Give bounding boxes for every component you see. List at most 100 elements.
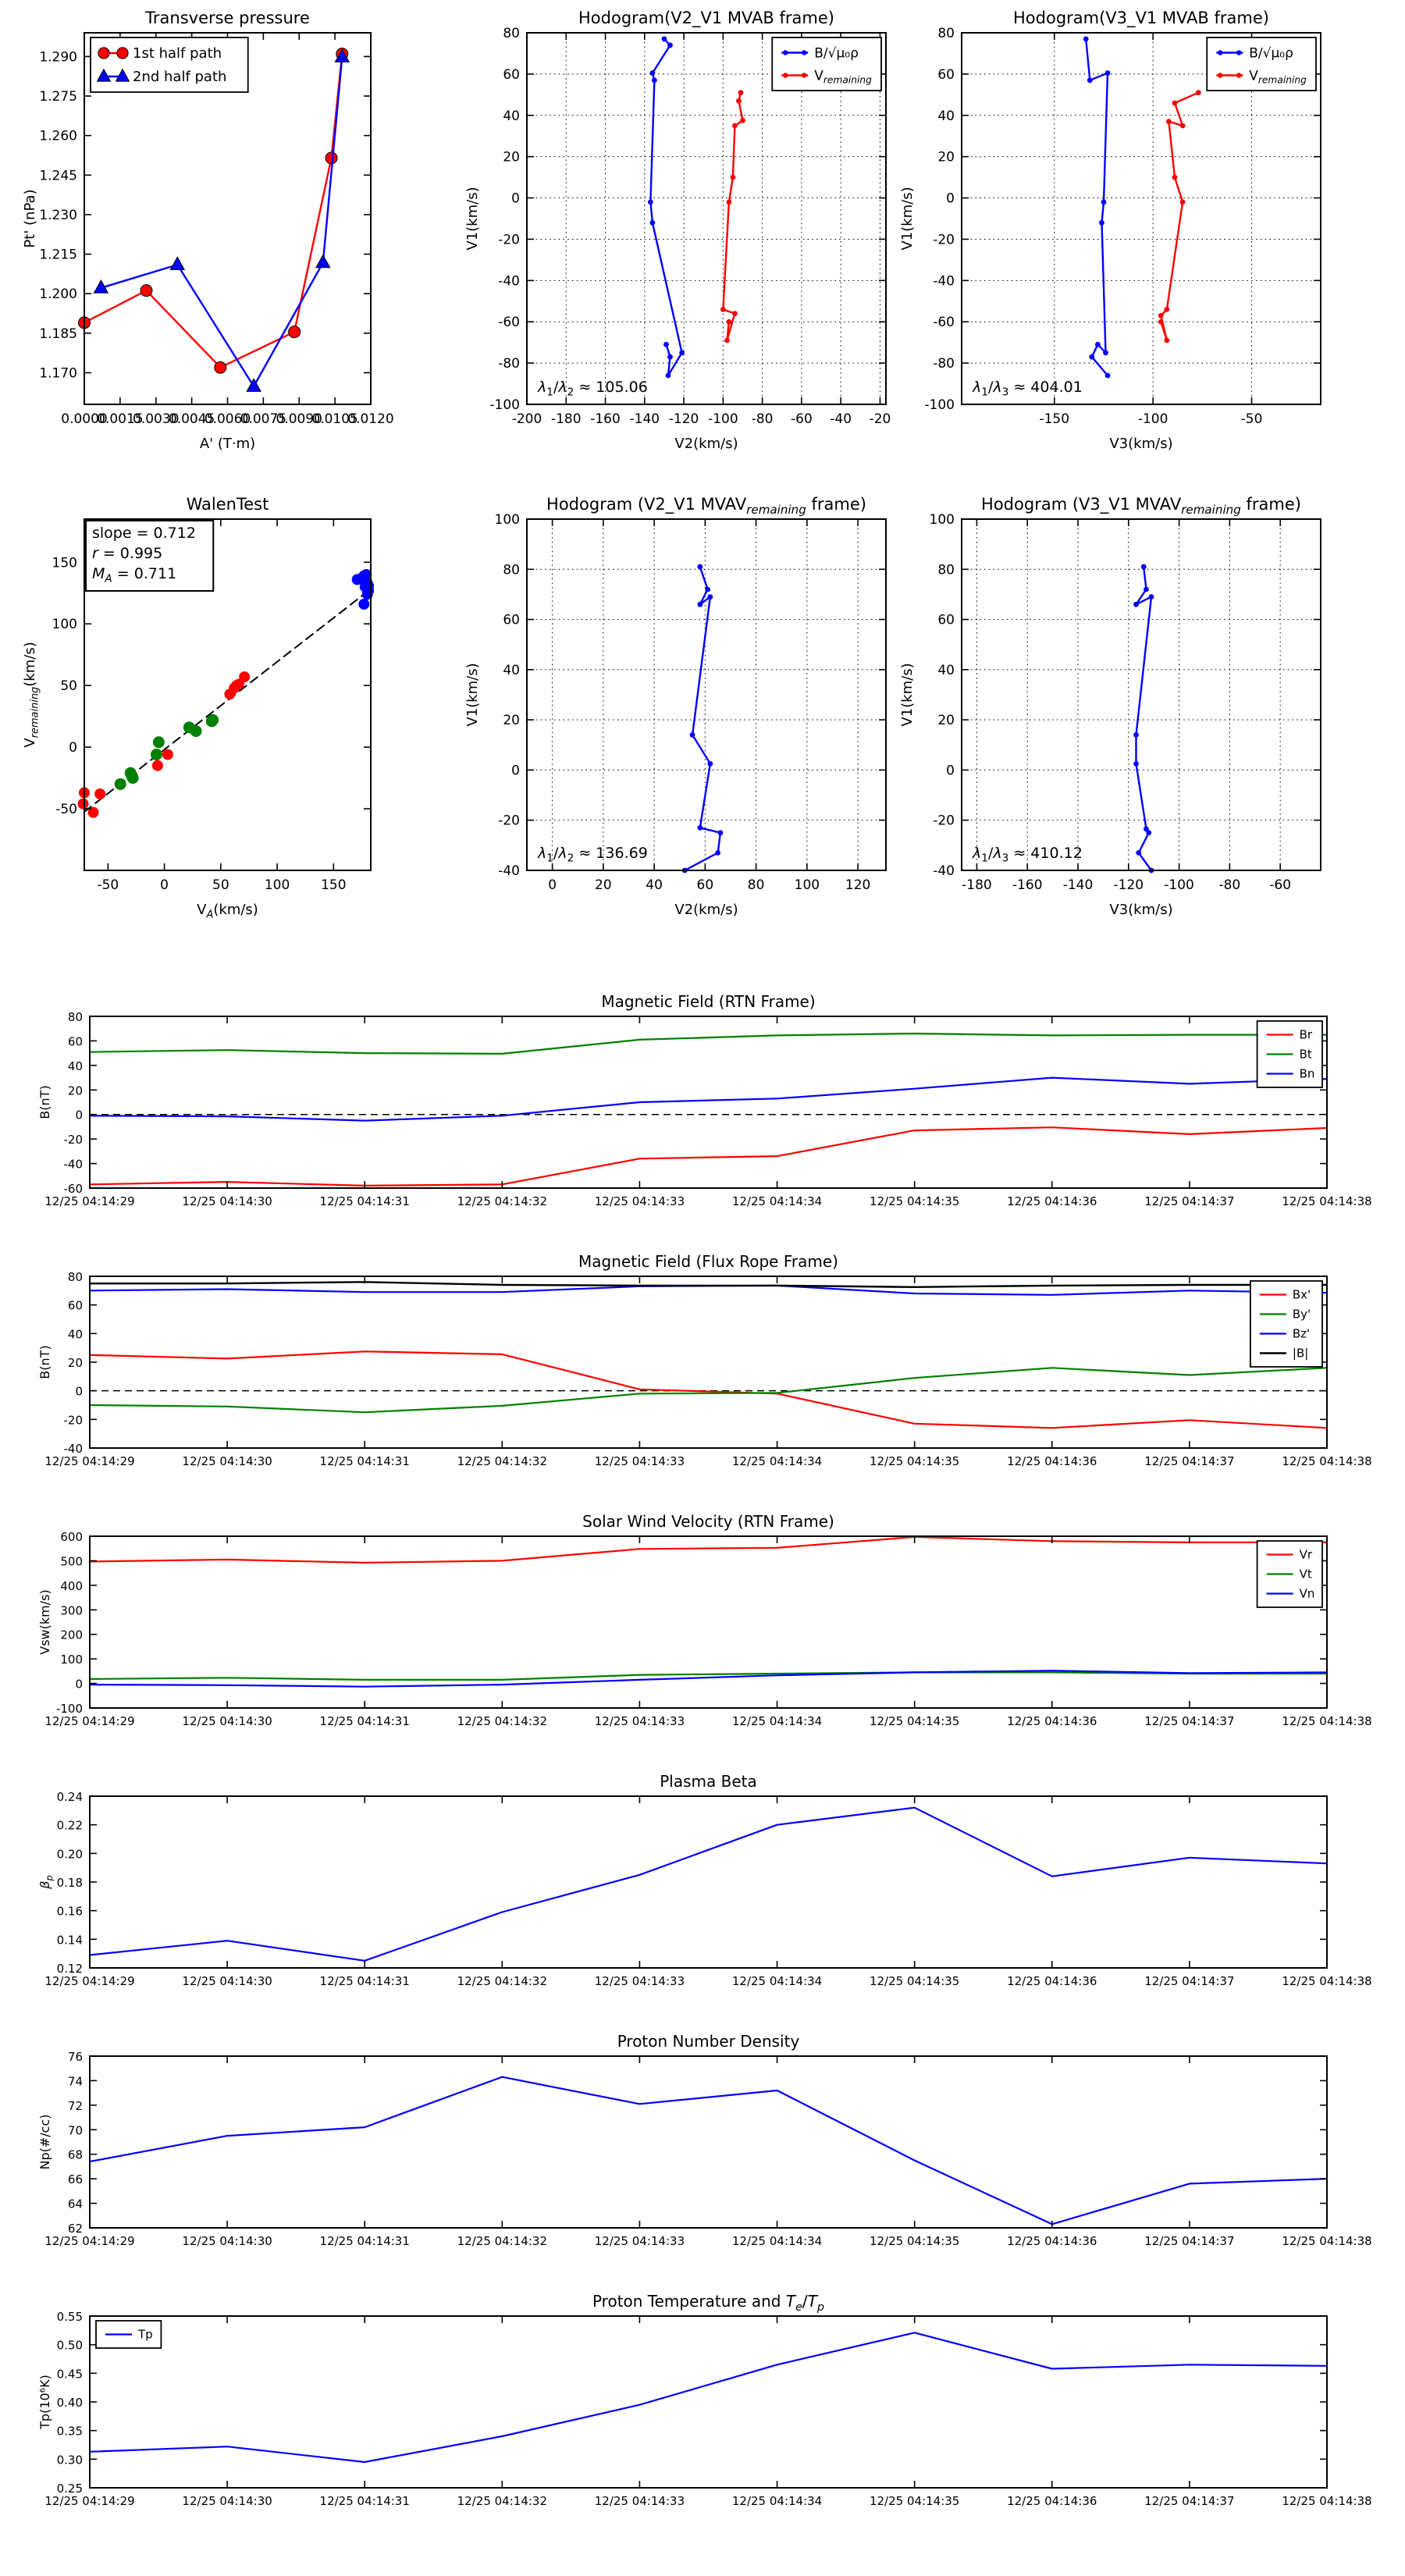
legend-label: B/√μ₀ρ: [1249, 45, 1293, 61]
y-axis-label: V1(km/s): [464, 663, 481, 726]
hodogram-v2v1-mvab-legend: B/√μ₀ρ Vremaining: [771, 37, 882, 91]
x-tick-label: 12/25 04:14:35: [870, 1714, 959, 1728]
x-tick-label: 12/25 04:14:38: [1282, 1714, 1371, 1728]
chart-title: WalenTest: [187, 495, 269, 514]
transverse-pressure-legend: 1st half path 2nd half path: [90, 37, 249, 93]
y-tick-label: 0.45: [57, 2367, 83, 2381]
y-tick-label: 0.14: [57, 1933, 83, 1947]
y-tick-label: -100: [489, 397, 520, 413]
x-tick-label: -160: [1012, 877, 1043, 893]
x-axis-label: A' (T·m): [200, 436, 255, 452]
y-tick-label: 1.260: [39, 129, 77, 144]
y-tick-label: -60: [64, 1182, 84, 1196]
x-tick-label: -80: [752, 411, 774, 427]
axes-border: [84, 518, 372, 871]
x-tick-label: 0: [548, 877, 557, 893]
x-tick-label: 12/25 04:14:33: [595, 2494, 685, 2508]
x-tick-label: 12/25 04:14:29: [44, 1454, 134, 1468]
y-tick-label: 0.24: [57, 1790, 83, 1804]
y-tick-label: 80: [68, 1270, 83, 1284]
y-tick-label: 1.200: [39, 286, 77, 302]
transverse-pressure-svg: 0.00000.00150.00300.00450.00600.00750.00…: [22, 9, 394, 452]
ticks: [89, 2315, 1328, 2489]
x-tick-label: 150: [321, 877, 346, 893]
y-axis-label: Tp(10⁶K): [37, 2375, 52, 2430]
x-tick-label: 12/25 04:14:35: [870, 1194, 959, 1208]
y-tick-label: 1.170: [39, 365, 77, 381]
hodogram-v2v1-mvav-series-s0: [681, 564, 724, 873]
x-tick-label: 12/25 04:14:29: [44, 1194, 134, 1208]
y-tick-label: -40: [498, 863, 520, 879]
ticks: [527, 518, 886, 871]
x-tick-label: 12/25 04:14:33: [595, 1454, 685, 1468]
x-tick-label: 12/25 04:14:36: [1007, 2494, 1097, 2508]
proton-temperature-plot-area: 12/25 04:14:29 12/25 04:14:30 12/25 04:14:…: [37, 2293, 1372, 2508]
y-tick-label: 40: [937, 663, 955, 678]
x-axis-label: V3(km/s): [1109, 436, 1172, 452]
plasma-beta-series-s0: [88, 1806, 1329, 1962]
y-tick-label: 100: [60, 1653, 83, 1667]
y-tick-label: -20: [498, 232, 520, 247]
y-tick-label: 0: [946, 191, 955, 207]
ticks: [89, 1016, 1328, 1189]
y-tick-label: 74: [68, 2074, 83, 2088]
ticks: [526, 32, 886, 405]
y-tick-label: 0.30: [57, 2453, 83, 2467]
hodogram-v2v1-mvav-svg: 0 20 40 60 80 100 120 -40 -20 0 20 40 60 80 100 Hodogra…: [464, 495, 887, 918]
grid: [527, 518, 886, 871]
y-axis-label: Np(#/cc): [37, 2115, 52, 2170]
axes-border: [89, 1795, 1328, 1969]
chart-hodogram-v3v1-mvav: -180 -160 -140 -120 -100 -80 -60 -40 -20 0 20 40 60 8…: [890, 493, 1368, 930]
x-tick-label: 12/25 04:14:38: [1282, 2494, 1371, 2508]
annotation: λ1/λ2 ≈ 136.69: [537, 845, 648, 865]
x-tick-label: 12/25 04:14:31: [320, 1194, 410, 1208]
walen-test-plot-area: -50 0 50 100 150 -50 0 50 100 150 WalenTest VA(km/s…: [22, 495, 375, 920]
y-tick-label: 70: [68, 2123, 83, 2137]
y-tick-label: 40: [503, 663, 520, 678]
hodogram-v3v1-mvav-svg: -180 -160 -140 -120 -100 -80 -60 -40 -20 0 20 40 60 8…: [899, 495, 1321, 918]
x-tick-label: 0.0090: [276, 411, 322, 427]
hodogram-v2v1-mvab-svg: -200 -180 -160 -140 -120 -100 -80 -60 -40 -20-100…: [464, 9, 891, 452]
y-tick-label: 60: [68, 1299, 83, 1313]
y-tick-label: 0: [511, 191, 520, 207]
x-tick-label: 0.0000: [61, 411, 107, 427]
x-tick-label: 12/25 04:14:37: [1144, 1714, 1234, 1728]
axes-border: [526, 32, 887, 405]
y-tick-label: -80: [498, 356, 520, 372]
y-tick-label: 0.12: [57, 1962, 83, 1976]
x-axis-label: V2(km/s): [674, 902, 738, 918]
x-tick-label: -50: [1241, 411, 1263, 427]
y-tick-label: -80: [933, 356, 955, 372]
y-tick-label: 0: [75, 1678, 83, 1692]
x-tick-label: 12/25 04:14:31: [320, 1974, 410, 1988]
y-tick-label: -20: [64, 1133, 84, 1147]
x-tick-label: -120: [669, 411, 699, 427]
magnetic-field-rtn-series-Bt: [88, 1032, 1329, 1055]
chart-hodogram-v3v1-mvab: -150 -100 -50 -100 -80 -60 -40 -20 0 20 40 60 80 Hodo…: [890, 6, 1368, 457]
hodogram-v2v1-mvab-series-V: [720, 90, 745, 343]
legend-label: Br: [1300, 1028, 1313, 1042]
y-tick-label: 20: [503, 713, 520, 728]
x-tick-label: -60: [791, 411, 813, 427]
axes-border: [961, 518, 1321, 871]
x-tick-label: -180: [962, 877, 992, 893]
chart-title: Solar Wind Velocity (RTN Frame): [582, 1513, 834, 1531]
y-tick-label: 100: [52, 617, 77, 632]
axes-border: [89, 2315, 1328, 2489]
solar-wind-velocity-rtn-series-Vt: [88, 1671, 1329, 1681]
legend-label: Bt: [1300, 1048, 1312, 1062]
panel-proton-temperature: 12/25 04:14:29 12/25 04:14:30 12/25 04:14:…: [12, 2293, 1391, 2553]
chart-hodogram-v2v1-mvab: -200 -180 -160 -140 -120 -100 -80 -60 -40 -20 -100…: [453, 6, 933, 457]
y-tick-label: 0.35: [57, 2425, 83, 2439]
y-tick-label: 20: [68, 1083, 83, 1098]
y-tick-label: -100: [56, 1702, 83, 1716]
x-tick-label: 12/25 04:14:29: [44, 2234, 134, 2248]
walen-test-stats-box: slope = 0.712 r = 0.995 MA = 0.711: [85, 520, 215, 592]
x-tick-label: 0.0075: [240, 411, 286, 427]
ticks: [89, 1535, 1328, 1709]
x-tick-label: 100: [795, 877, 820, 893]
x-tick-label: 12/25 04:14:30: [182, 1194, 272, 1208]
magnetic-field-flux-rope-series-|B|: [88, 1281, 1329, 1288]
y-tick-label: 0.55: [57, 2310, 83, 2324]
x-tick-label: 12/25 04:14:37: [1144, 1454, 1234, 1468]
